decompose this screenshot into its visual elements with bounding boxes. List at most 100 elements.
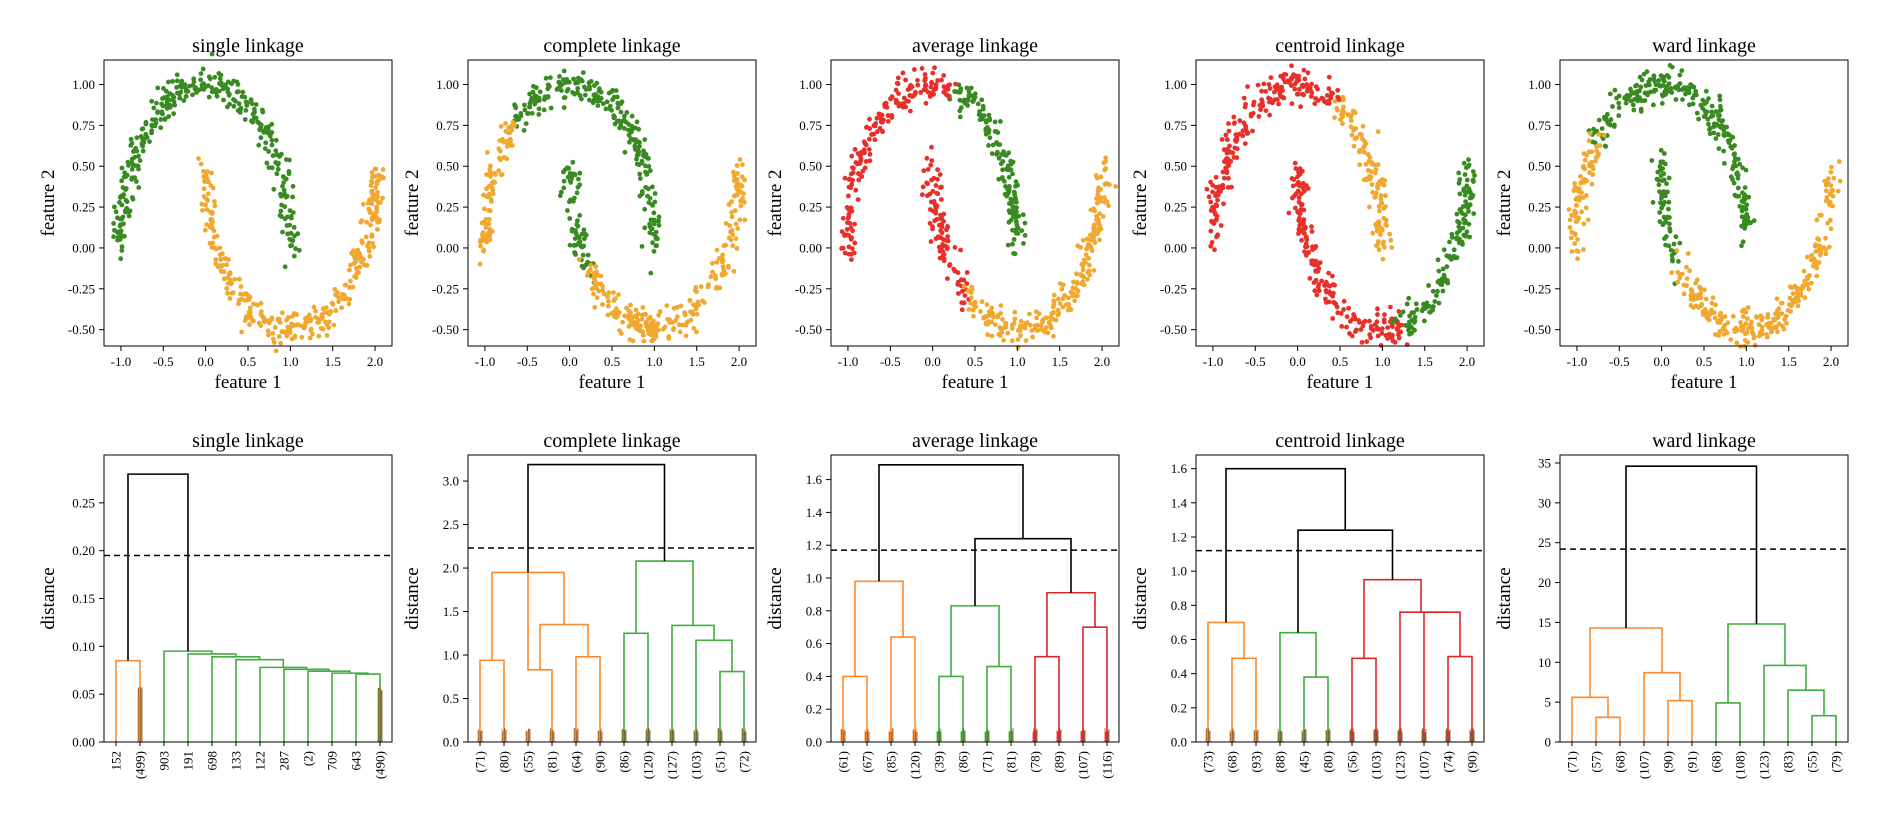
data-point [1424, 300, 1430, 306]
data-point [671, 327, 676, 333]
data-point [994, 151, 999, 157]
data-point [1237, 118, 1243, 123]
data-point [1274, 82, 1280, 88]
data-point [239, 296, 244, 302]
data-point [1709, 300, 1715, 306]
data-point [605, 294, 610, 300]
data-point [922, 72, 928, 77]
data-point [565, 208, 570, 213]
data-point [1297, 171, 1303, 177]
data-point [566, 79, 572, 85]
data-point [1389, 334, 1395, 340]
data-point [928, 162, 934, 168]
data-point [963, 98, 969, 103]
data-point [1007, 210, 1013, 216]
data-point [1718, 103, 1723, 109]
y-tick-label: 0.00 [72, 240, 95, 255]
data-point [618, 109, 624, 115]
data-point [1456, 180, 1462, 186]
data-point [1241, 95, 1247, 101]
data-point [1334, 105, 1340, 111]
x-tick-label: 1.0 [646, 354, 662, 369]
data-point [565, 86, 571, 92]
data-point [645, 326, 651, 332]
data-point [989, 151, 995, 157]
data-point [1227, 143, 1232, 149]
data-point [507, 129, 513, 135]
data-point [645, 193, 650, 199]
data-point [490, 191, 496, 197]
data-point [1332, 282, 1337, 288]
data-point [198, 161, 204, 167]
data-point [198, 77, 204, 83]
data-point [706, 282, 711, 287]
x-tick-label: 1.0 [1738, 354, 1754, 369]
data-point [1338, 117, 1343, 122]
data-point [1098, 174, 1104, 180]
data-point [885, 119, 891, 124]
data-point [1283, 72, 1289, 77]
data-point [968, 85, 974, 91]
data-point [561, 77, 566, 82]
data-point [333, 308, 339, 313]
data-point [1412, 314, 1418, 320]
data-point [643, 152, 649, 158]
data-point [279, 151, 284, 157]
data-point [177, 83, 183, 89]
leaf-label: 643 [349, 751, 364, 771]
data-point [1717, 97, 1723, 103]
data-point [1653, 87, 1659, 93]
data-point [1376, 327, 1381, 332]
data-point [643, 319, 649, 325]
data-point [939, 215, 944, 221]
panel-title: centroid linkage [1275, 430, 1405, 452]
data-point [1745, 305, 1751, 310]
leaf-label: (78) [1028, 751, 1043, 773]
dendrogram-panel-4: centroid linkage0.00.20.40.60.81.01.21.4… [1130, 430, 1485, 779]
data-point [662, 324, 668, 330]
data-point [1731, 152, 1737, 158]
data-point [1659, 195, 1664, 201]
data-point [1804, 282, 1810, 288]
data-point [962, 293, 968, 298]
data-point [1374, 319, 1380, 325]
data-point [1664, 84, 1670, 89]
data-point [1824, 180, 1829, 186]
data-point [1715, 113, 1721, 118]
data-point [161, 95, 167, 101]
data-point [1471, 211, 1477, 217]
data-point [1103, 166, 1109, 171]
data-point [1453, 255, 1459, 261]
data-point [545, 86, 551, 92]
leaf-label: (74) [1441, 751, 1456, 773]
data-point [1461, 216, 1466, 222]
data-point [935, 176, 940, 182]
data-point [1759, 317, 1765, 323]
y-tick-label: 25 [1538, 535, 1551, 550]
data-point [1075, 243, 1081, 249]
data-point [1711, 310, 1717, 315]
data-point [1040, 318, 1045, 324]
data-point [1576, 189, 1582, 194]
dendrogram-link [1231, 657, 1257, 742]
data-point [118, 256, 124, 262]
data-point [288, 230, 294, 236]
y-axis-label: distance [38, 567, 59, 629]
data-point [1836, 159, 1842, 164]
data-point [933, 183, 939, 188]
scatter-points [111, 51, 386, 354]
data-point [1272, 97, 1278, 103]
x-tick-label: 1.0 [1374, 354, 1390, 369]
data-point [1377, 208, 1382, 214]
data-point [477, 261, 483, 267]
data-point [273, 348, 279, 354]
data-point [1444, 253, 1450, 259]
data-point [1374, 224, 1380, 230]
data-point [1010, 159, 1016, 165]
data-point [1388, 304, 1393, 310]
dendrogram-link [1046, 591, 1096, 657]
leaf-label: (127) [665, 751, 680, 779]
data-point [849, 153, 855, 159]
data-point [521, 127, 527, 133]
data-point [606, 303, 611, 309]
